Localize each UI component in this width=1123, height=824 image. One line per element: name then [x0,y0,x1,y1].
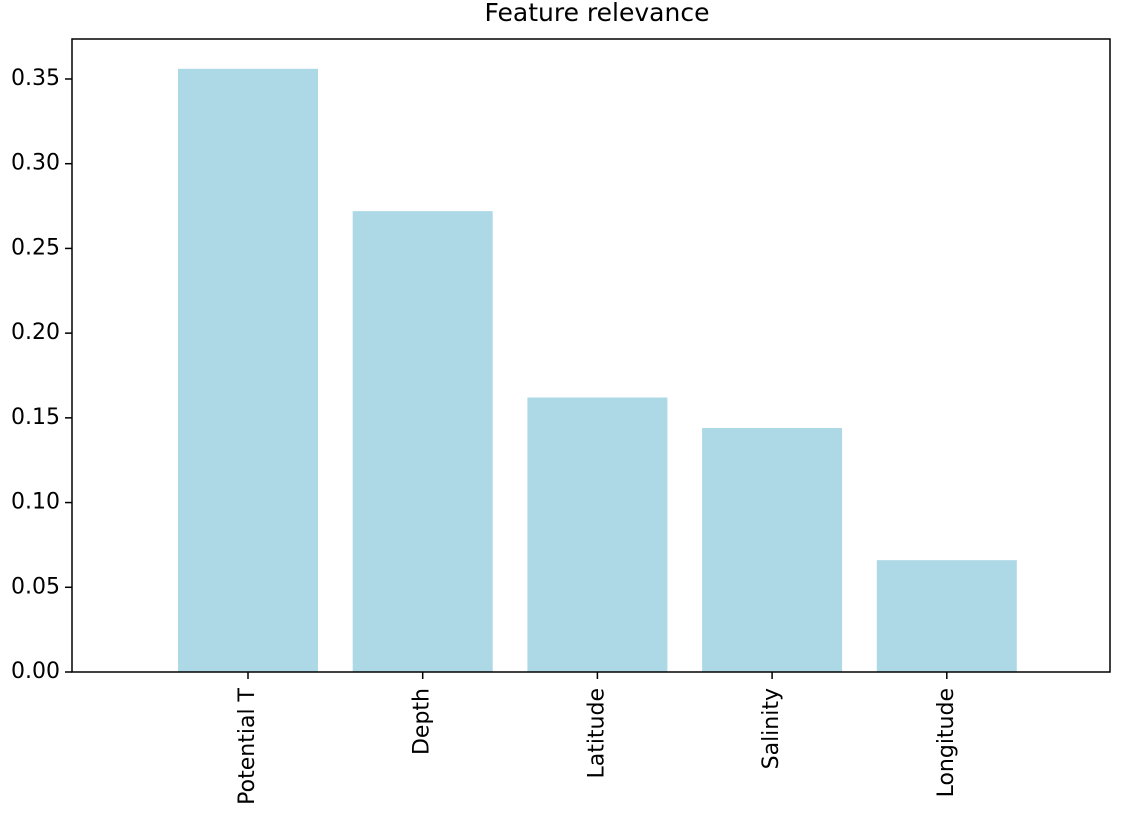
chart-title: Feature relevance [485,0,710,27]
bar [352,211,493,672]
y-tick-label: 0.15 [11,405,60,430]
x-tick-label: Latitude [584,688,609,779]
bar [876,560,1017,672]
y-tick-label: 0.00 [11,659,60,684]
bar [702,428,843,672]
y-tick-label: 0.20 [11,320,60,345]
x-tick-label: Salinity [759,688,784,769]
plot-frame [71,38,1111,673]
y-tick-label: 0.10 [11,490,60,515]
x-tick-label: Longitude [934,688,959,797]
x-tick-label: Potential T [235,687,260,804]
y-tick-label: 0.05 [11,574,60,599]
bar [178,68,318,672]
x-tick-label: Depth [410,688,435,755]
y-tick-label: 0.25 [11,235,60,260]
bar [527,397,668,672]
y-tick-label: 0.30 [11,151,60,176]
y-tick-label: 0.35 [11,66,60,91]
